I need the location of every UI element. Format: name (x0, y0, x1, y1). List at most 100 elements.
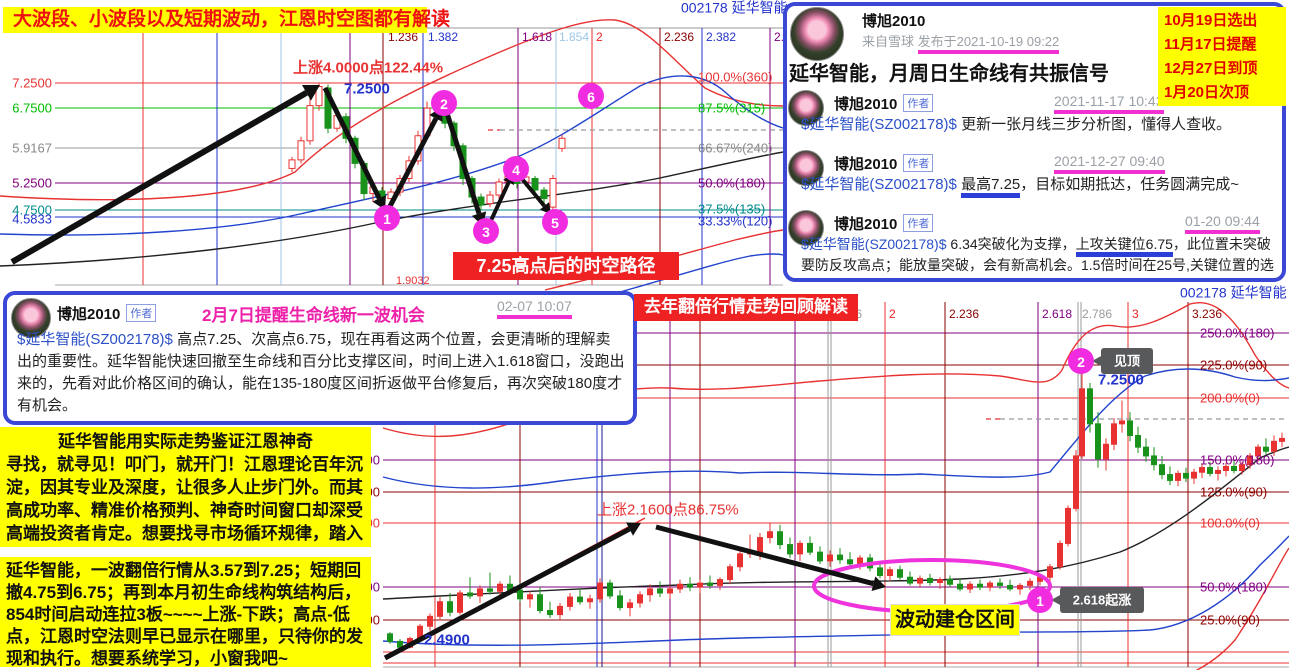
svg-text:7.2500: 7.2500 (12, 76, 52, 91)
svg-text:4.5833: 4.5833 (12, 212, 52, 227)
reply-time: 2021-12-27 09:40 (1054, 153, 1165, 174)
comment-body: $延华智能(SZ002178)$ 高点7.25、次高点6.75，现在再看这两个位… (17, 329, 625, 419)
comment-box: 博旭2010 作者 2月7日提醒生命线新一波机会 02-07 10:07 $延华智… (3, 291, 637, 425)
post-source-line: 来自雪球 发布于2021-10-19 09:22 (862, 31, 1060, 54)
reply-time: 01-20 09:44 (1185, 213, 1260, 234)
svg-text:1: 1 (1036, 593, 1044, 609)
svg-text:3: 3 (482, 224, 490, 240)
key-dates-box: 10月19日选出 11月17日提醒 12月27日到顶 1月20日次顶 (1158, 7, 1286, 106)
promo-block-2: 延华智能，一波翻倍行情从3.57到7.25；短期回撤4.75到6.75；再到本月… (0, 557, 371, 667)
post-author[interactable]: 博旭2010 (862, 13, 926, 30)
svg-text:50.0%(180): 50.0%(180) (1200, 580, 1267, 595)
path-after-high-banner: 7.25高点后的时空路径 (453, 252, 679, 280)
reply-body: $延华智能(SZ002178)$ 最高7.25，目标如期抵达，任务圆满完成~ (801, 174, 1277, 198)
stock-ticker-link[interactable]: $延华智能(SZ002178)$ (801, 176, 962, 193)
promo-text: 延华智能，一波翻倍行情从3.57到7.25；短期回撤4.75到6.75；再到本月… (6, 561, 363, 667)
reply-author[interactable]: 博旭2010 作者 (834, 93, 934, 114)
svg-text:2.236: 2.236 (949, 307, 979, 321)
step-badge-5: 5 (542, 209, 568, 235)
svg-text:7.2500: 7.2500 (344, 80, 390, 97)
author-badge: 作者 (126, 304, 157, 322)
stock-ticker-link[interactable]: $延华智能(SZ002178)$ (801, 116, 962, 133)
post-text: 6.34突破化为支撑， (950, 236, 1076, 252)
svg-text:1.9032: 1.9032 (396, 275, 430, 287)
avatar[interactable] (788, 210, 824, 246)
promo-text: 寻找，就寻见！叩门，就开门！江恩理论百年沉淀，因其专业及深度，让很多人止步门外。… (6, 455, 363, 543)
promo-title: 延华智能用实际走势鉴证江恩神奇 (58, 432, 313, 451)
promo-block-1: 延华智能用实际走势鉴证江恩神奇 寻找，就寻见！叩门，就开门！江恩理论百年沉淀，因… (0, 427, 371, 547)
step-badge-1: 1 (374, 205, 400, 231)
post-text: 更新一张月线三步分析图，懂得人查收。 (961, 116, 1232, 133)
post-title[interactable]: 延华智能，月周日生命线有共振信号 (789, 63, 1109, 85)
svg-text:1.382: 1.382 (428, 30, 458, 44)
svg-text:33.33%(120): 33.33%(120) (698, 214, 772, 229)
top-headline-banner: 大波段、小波段以及短期波动，江恩时空图都有解读 (3, 7, 450, 33)
avatar[interactable] (790, 7, 844, 61)
reply-time: 2021-11-17 10:43 (1054, 93, 1164, 114)
svg-text:25.0%(90): 25.0%(90) (1200, 613, 1260, 628)
svg-text:上涨4.0000点122.44%: 上涨4.0000点122.44% (293, 59, 443, 76)
svg-text:6.7500: 6.7500 (12, 101, 52, 116)
svg-text:250.0%(180): 250.0%(180) (1200, 326, 1274, 341)
svg-text:4.7500: 4.7500 (12, 203, 52, 218)
publish-time: 发布于2021-10-19 09:22 (917, 34, 1060, 54)
svg-text:2: 2 (1077, 354, 1085, 370)
reply-author[interactable]: 博旭2010 作者 (834, 213, 934, 234)
reply-body: $延华智能(SZ002178)$ 更新一张月线三步分析图，懂得人查收。 (801, 114, 1277, 136)
post-text: 高点7.25、次高点6.75，现在再看这两个位置，会更清晰的理解卖出的重要性。延… (17, 331, 625, 414)
svg-text:100.0%(0): 100.0%(0) (1200, 516, 1260, 531)
avatar[interactable] (788, 90, 824, 126)
svg-text:200.0%(0): 200.0%(0) (1200, 391, 1260, 406)
stock-ticker-link[interactable]: $延华智能(SZ002178)$ (17, 331, 178, 348)
reply-author[interactable]: 博旭2010 作者 (834, 153, 934, 174)
svg-text:2: 2 (596, 30, 603, 44)
step-badge-2: 见顶 2 (1068, 348, 1153, 374)
key-date: 10月19日选出 (1164, 12, 1258, 29)
avatar[interactable] (11, 298, 51, 338)
candles (387, 371, 1285, 649)
svg-text:100.0%(360): 100.0%(360) (698, 70, 772, 85)
svg-text:2.382: 2.382 (706, 30, 736, 44)
svg-text:87.5%(315): 87.5%(315) (698, 101, 765, 116)
step-badge-4: 4 (503, 156, 529, 182)
svg-text:37.5%(135): 37.5%(135) (698, 202, 765, 217)
review-banner: 去年翻倍行情走势回顾解读 (634, 294, 858, 321)
step-badge-3: 3 (473, 218, 499, 244)
comment-author[interactable]: 博旭2010 作者 (57, 303, 157, 324)
avatar[interactable] (788, 150, 824, 186)
svg-text:50.0%(180): 50.0%(180) (698, 176, 765, 191)
svg-text:002178 延华智能: 002178 延华智能 (681, 0, 788, 15)
comment-time: 02-07 10:07 (497, 298, 572, 319)
svg-text:66.67%(240): 66.67%(240) (698, 141, 772, 156)
svg-text:002178 延华智能: 002178 延华智能 (1180, 284, 1287, 300)
key-date: 12月27日到顶 (1164, 60, 1258, 77)
step-badge-1: 2.618起涨 1 (1027, 587, 1144, 613)
svg-text:2.4900: 2.4900 (424, 631, 470, 648)
author-badge: 作者 (903, 154, 934, 172)
svg-text:2.236: 2.236 (664, 30, 694, 44)
svg-text:3: 3 (1132, 307, 1139, 321)
svg-text:2: 2 (440, 96, 448, 112)
svg-text:6: 6 (587, 89, 595, 105)
svg-text:150.0%(180): 150.0%(180) (1200, 453, 1274, 468)
stock-ticker-link[interactable]: $延华智能(SZ002178)$ (801, 236, 951, 252)
step-badge-2: 2 (431, 90, 457, 116)
svg-text:2: 2 (889, 307, 896, 321)
svg-text:见顶: 见顶 (1114, 354, 1140, 369)
svg-text:225.0%(90): 225.0%(90) (1200, 358, 1267, 373)
svg-text:2.786: 2.786 (1082, 307, 1112, 321)
svg-text:5.2500: 5.2500 (12, 176, 52, 191)
comment-highlight-title: 2月7日提醒生命线新一波机会 (202, 306, 425, 325)
svg-text:3.236: 3.236 (1192, 307, 1222, 321)
author-badge: 作者 (903, 214, 934, 232)
svg-text:7.2500: 7.2500 (1098, 371, 1144, 388)
svg-text:5: 5 (551, 215, 559, 231)
post-text: ，目标如期抵达，任务圆满完成~ (1020, 176, 1240, 193)
svg-text:2.618起涨: 2.618起涨 (1073, 593, 1132, 608)
source-prefix: 来自雪球 (862, 34, 918, 49)
reply-body: $延华智能(SZ002178)$ 6.34突破化为支撑，上攻关键位6.75，此位… (801, 234, 1279, 278)
